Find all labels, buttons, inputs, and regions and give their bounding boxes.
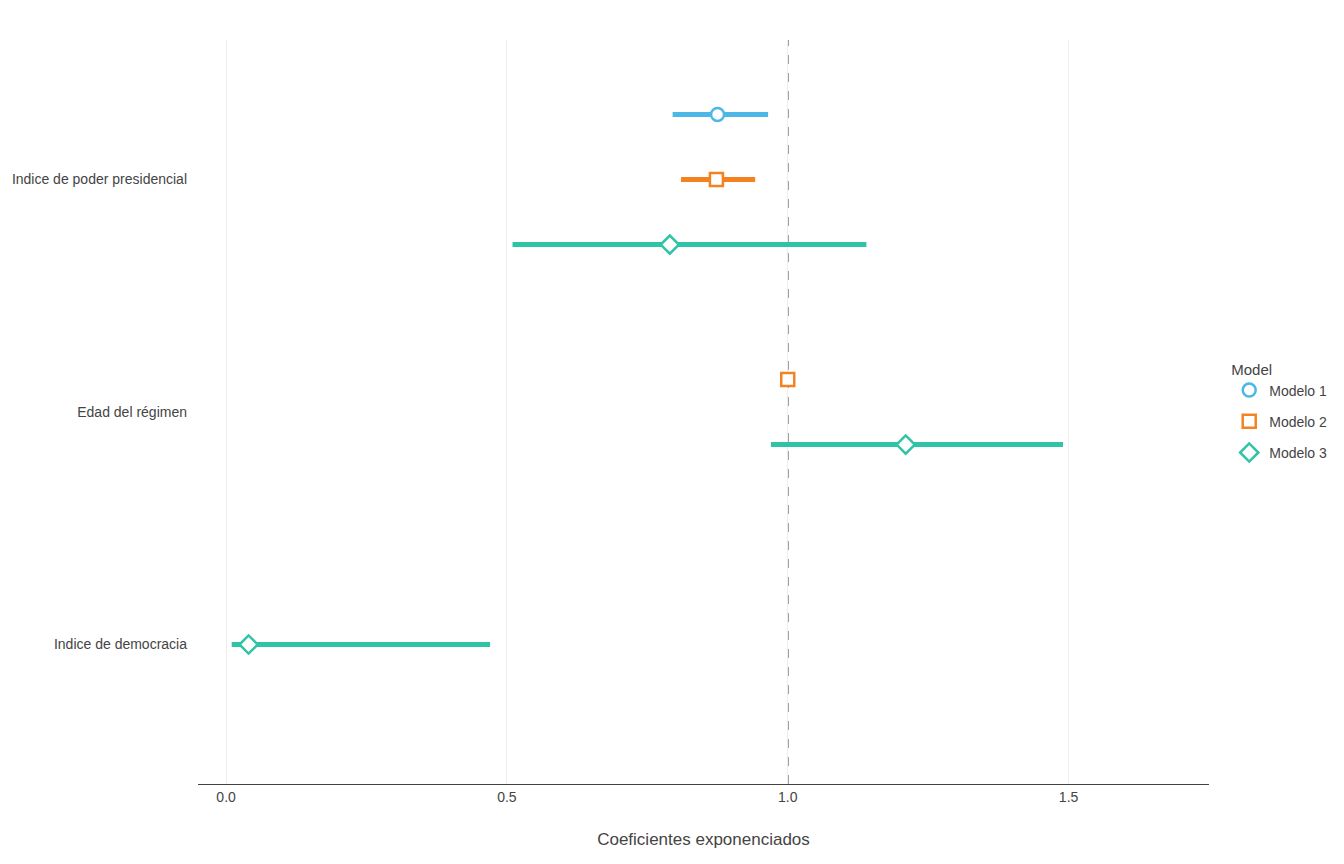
svg-text:Coeficientes exponenciados: Coeficientes exponenciados	[597, 830, 810, 849]
svg-text:Modelo 1: Modelo 1	[1269, 383, 1327, 399]
svg-text:0.0: 0.0	[216, 789, 236, 805]
svg-text:Modelo 2: Modelo 2	[1269, 414, 1327, 430]
svg-text:Modelo 3: Modelo 3	[1269, 445, 1327, 461]
svg-text:1.5: 1.5	[1059, 789, 1079, 805]
svg-text:Model: Model	[1231, 361, 1272, 378]
svg-text:Indice de poder presidencial: Indice de poder presidencial	[12, 171, 187, 187]
svg-text:0.5: 0.5	[497, 789, 517, 805]
svg-text:Indice de democracia: Indice de democracia	[54, 636, 187, 652]
svg-text:1.0: 1.0	[778, 789, 798, 805]
svg-text:Edad del régimen: Edad del régimen	[77, 404, 187, 420]
